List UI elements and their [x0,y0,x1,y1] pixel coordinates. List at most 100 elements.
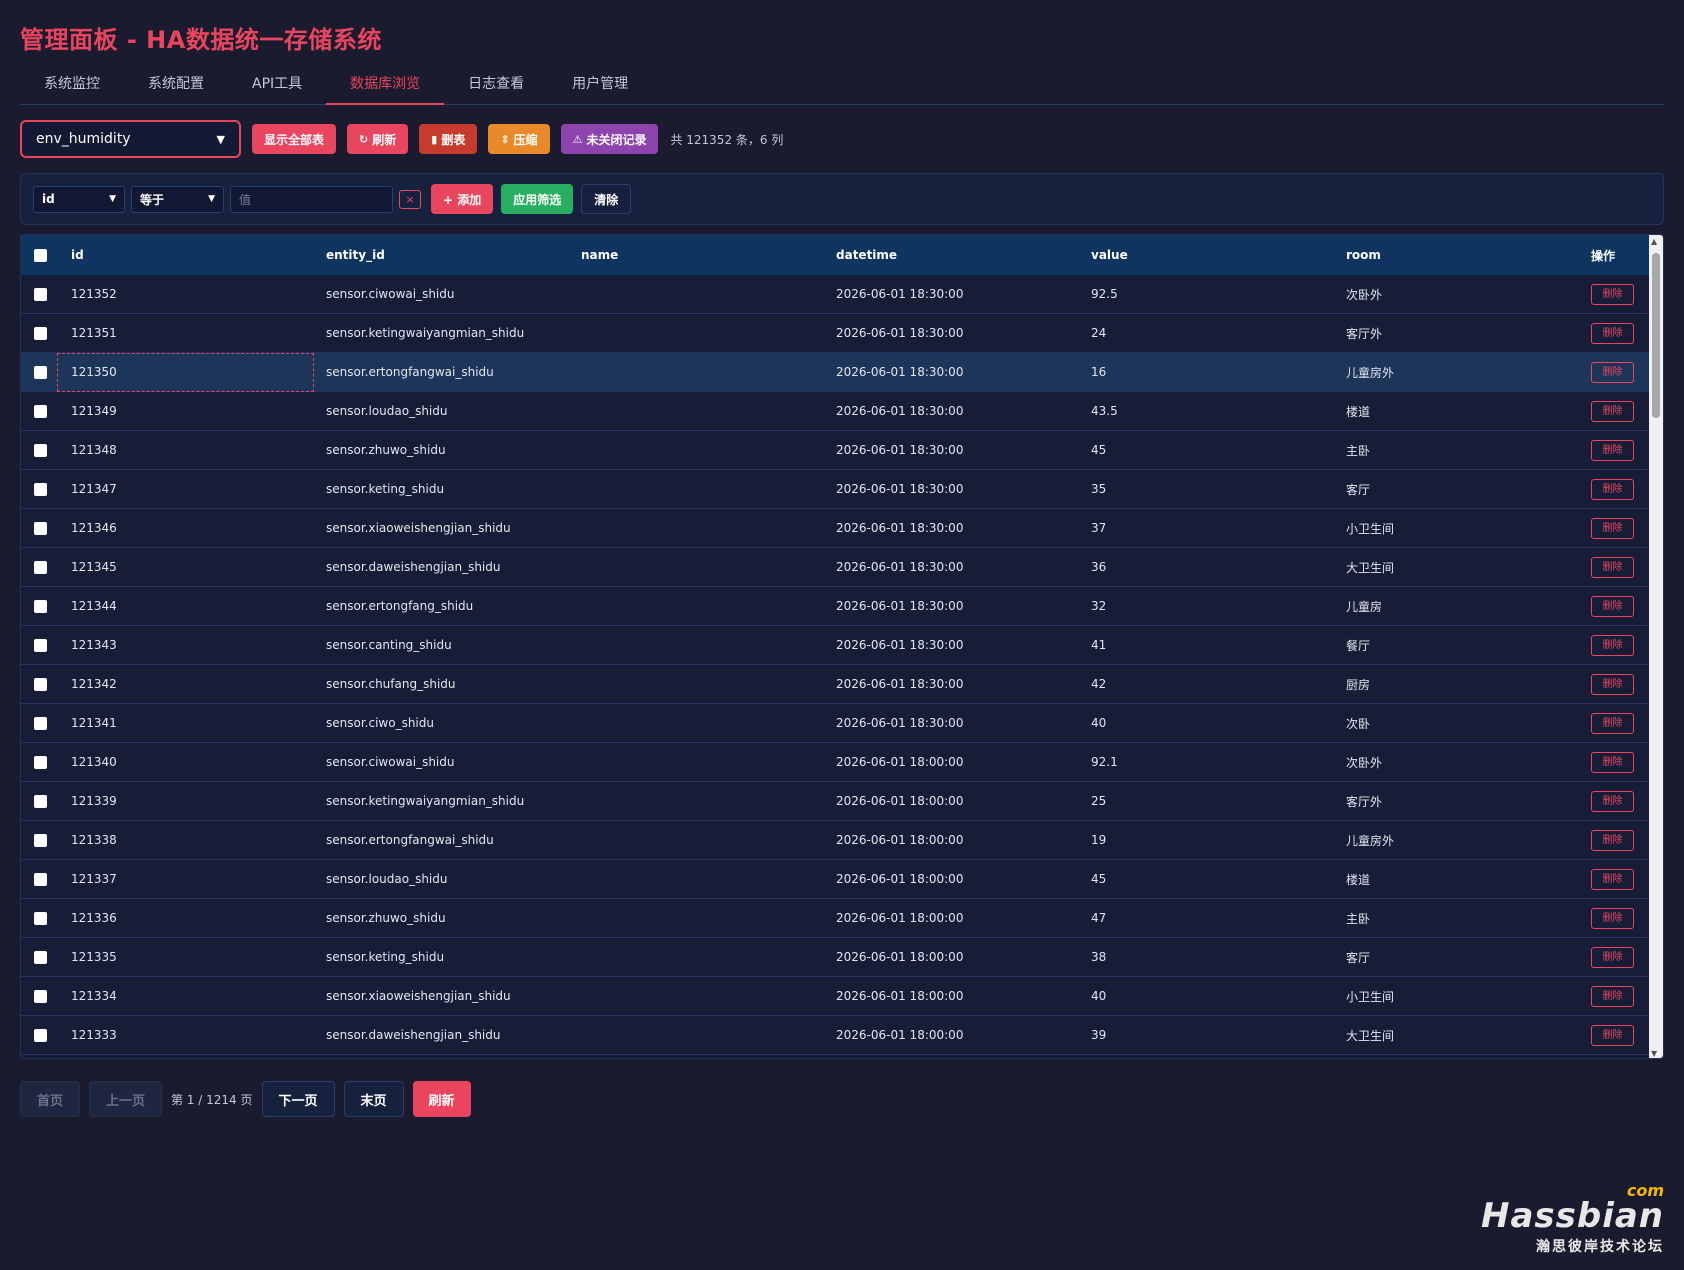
unclosed-records-button[interactable]: ⚠ 未关闭记录 [560,124,659,154]
row-delete-button[interactable]: 删除 [1591,985,1634,1007]
table-row[interactable]: 121342 sensor.chufang_shidu 2026-06-01 18:… [21,665,1649,704]
row-delete-button[interactable]: 删除 [1591,829,1634,851]
column-header-room[interactable]: room [1346,248,1381,262]
last-page-button[interactable]: 末页 [343,1081,404,1117]
row-delete-button[interactable]: 删除 [1591,361,1634,383]
table-row[interactable]: 121340 sensor.ciwowai_shidu 2026-06-01 18:… [21,743,1649,782]
tab-database-browse[interactable]: 数据库浏览 [326,68,445,105]
table-select[interactable]: env_humidity ▼ [20,120,241,158]
select-all-checkbox[interactable] [34,249,47,262]
tab-system-monitor[interactable]: 系统监控 [44,76,100,92]
table-row[interactable]: 121337 sensor.loudao_shidu 2026-06-01 18:0… [21,860,1649,899]
row-checkbox[interactable] [34,288,47,301]
row-checkbox[interactable] [34,834,47,847]
show-all-tables-button[interactable]: 显示全部表 [252,124,337,154]
row-checkbox[interactable] [34,1029,47,1042]
table-row[interactable]: 121339 sensor.ketingwaiyangmian_shidu 2026… [21,782,1649,821]
row-delete-button[interactable]: 删除 [1591,439,1634,461]
drop-table-button[interactable]: ▮ 删表 [419,124,478,154]
pagination-refresh-button[interactable]: 刷新 [412,1081,471,1117]
column-header-datetime[interactable]: datetime [836,248,898,262]
table-row[interactable]: 121352 sensor.ciwowai_shidu 2026-06-01 18:… [21,275,1649,314]
row-checkbox[interactable] [34,600,47,613]
table-row[interactable]: 121338 sensor.ertongfangwai_shidu 2026-06-… [21,821,1649,860]
row-actions-cell: 删除 [1589,829,1649,851]
table-row[interactable]: 121350 sensor.ertongfangwai_shidu 2026-06-… [21,353,1649,392]
prev-page-button[interactable]: 上一页 [89,1081,163,1117]
row-checkbox[interactable] [34,678,47,691]
tab-user-management[interactable]: 用户管理 [572,76,629,92]
remove-filter-button[interactable]: × [399,189,421,209]
row-delete-button[interactable]: 删除 [1591,322,1634,344]
table-row[interactable]: 121335 sensor.keting_shidu 2026-06-01 18:0… [21,938,1649,977]
row-checkbox[interactable] [34,444,47,457]
row-delete-button[interactable]: 删除 [1591,790,1634,812]
scrollbar-thumb[interactable] [1652,253,1660,418]
apply-filter-button[interactable]: 应用筛选 [501,184,574,214]
row-delete-button[interactable]: 删除 [1591,1024,1634,1046]
cell-id: 121336 [71,911,117,925]
column-header-value[interactable]: value [1091,248,1128,262]
filter-value-input[interactable]: 值 [230,185,393,213]
table-row[interactable]: 121333 sensor.daweishengjian_shidu 2026-06… [21,1016,1649,1055]
row-checkbox[interactable] [34,756,47,769]
tab-log-view[interactable]: 日志查看 [468,76,525,92]
row-checkbox[interactable] [34,951,47,964]
column-header-entity-id[interactable]: entity_id [326,248,385,262]
filter-operator-select[interactable]: 等于 ▼ [131,185,224,213]
table-row[interactable]: 121349 sensor.loudao_shidu 2026-06-01 18:3… [21,392,1649,431]
table-row[interactable]: 121348 sensor.zhuwo_shidu 2026-06-01 18:30… [21,431,1649,470]
compress-button[interactable]: ⇕ 压缩 [488,124,550,154]
table-row[interactable]: 121351 sensor.ketingwaiyangmian_shidu 2026… [21,314,1649,353]
scroll-down-icon[interactable]: ▼ [1651,1049,1658,1058]
row-delete-button[interactable]: 删除 [1591,517,1634,539]
row-checkbox[interactable] [34,327,47,340]
row-checkbox[interactable] [34,405,47,418]
row-delete-button[interactable]: 删除 [1591,595,1634,617]
row-delete-button[interactable]: 删除 [1591,907,1634,929]
row-delete-button[interactable]: 删除 [1591,478,1634,500]
table-row[interactable]: 121343 sensor.canting_shidu 2026-06-01 18:… [21,626,1649,665]
next-page-button[interactable]: 下一页 [261,1081,335,1117]
table-row[interactable]: 121336 sensor.zhuwo_shidu 2026-06-01 18:00… [21,899,1649,938]
row-checkbox[interactable] [34,522,47,535]
table-row[interactable]: 121344 sensor.ertongfang_shidu 2026-06-01 … [21,587,1649,626]
row-delete-button[interactable]: 删除 [1591,283,1634,305]
table-row[interactable]: 121341 sensor.ciwo_shidu 2026-06-01 18:30:… [21,704,1649,743]
row-actions-cell: 删除 [1589,634,1649,656]
add-filter-button[interactable]: + 添加 [431,184,494,214]
clear-filter-button[interactable]: 清除 [581,184,632,214]
table-row[interactable]: 121345 sensor.daweishengjian_shidu 2026-06… [21,548,1649,587]
tab-api-tools[interactable]: API工具 [252,76,303,92]
tab-system-config[interactable]: 系统配置 [148,76,204,92]
watermark-subtitle: 瀚思彼岸技术论坛 [1536,1239,1664,1255]
table-row[interactable]: 121346 sensor.xiaoweishengjian_shidu 2026-… [21,509,1649,548]
row-checkbox[interactable] [34,639,47,652]
row-checkbox[interactable] [34,366,47,379]
row-checkbox[interactable] [34,561,47,574]
row-checkbox[interactable] [34,990,47,1003]
row-checkbox[interactable] [34,483,47,496]
column-header-name[interactable]: name [581,248,619,262]
row-checkbox[interactable] [34,717,47,730]
filter-field-select[interactable]: id ▼ [33,185,125,213]
table-row[interactable]: 121334 sensor.xiaoweishengjian_shidu 2026-… [21,977,1649,1016]
table-row[interactable]: 121347 sensor.keting_shidu 2026-06-01 18:3… [21,470,1649,509]
row-delete-button[interactable]: 删除 [1591,556,1634,578]
row-delete-button[interactable]: 删除 [1591,751,1634,773]
row-delete-button[interactable]: 删除 [1591,673,1634,695]
row-checkbox[interactable] [34,873,47,886]
table-scrollbar[interactable]: ▲ ▼ [1649,235,1663,1058]
row-checkbox[interactable] [34,912,47,925]
row-delete-button[interactable]: 删除 [1591,868,1634,890]
row-delete-button[interactable]: 删除 [1591,712,1634,734]
row-delete-button[interactable]: 删除 [1591,634,1634,656]
row-delete-button[interactable]: 删除 [1591,946,1634,968]
refresh-button[interactable]: ↻ 刷新 [347,124,409,154]
cell-value: 38 [1091,950,1107,964]
row-checkbox[interactable] [34,795,47,808]
first-page-button[interactable]: 首页 [20,1081,81,1117]
scroll-up-icon[interactable]: ▲ [1651,237,1658,246]
column-header-id[interactable]: id [71,248,84,262]
row-delete-button[interactable]: 删除 [1591,400,1634,422]
